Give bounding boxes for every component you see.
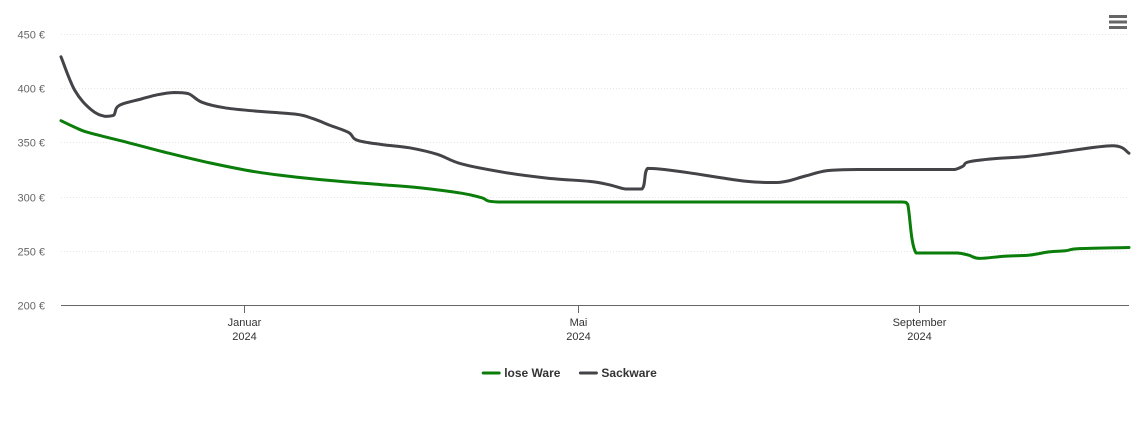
legend-item-0[interactable]: lose Ware: [481, 366, 561, 380]
y-tick-label: 300 €: [17, 193, 45, 205]
x-tick-month-label: September: [893, 317, 947, 329]
series-line-1[interactable]: [59, 55, 1131, 191]
x-tick-year-label: 2024: [232, 331, 256, 343]
series-line-0[interactable]: [59, 119, 1131, 260]
y-tick-label: 250 €: [17, 247, 45, 259]
legend-label: Sackware: [601, 366, 657, 380]
x-tick-month-label: Januar: [228, 317, 262, 329]
y-tick-label: 200 €: [17, 301, 45, 313]
grid-lines: [61, 34, 1129, 252]
y-axis: 450 € 400 € 350 € 300 € 250 € 200 €: [17, 30, 45, 313]
y-tick-label: 400 €: [17, 84, 45, 96]
x-tick-month-label: Mai: [570, 317, 588, 329]
legend: lose Ware Sackware: [481, 366, 657, 380]
legend-label: lose Ware: [504, 366, 561, 380]
legend-item-1[interactable]: Sackware: [578, 366, 657, 380]
series-lines: [59, 55, 1131, 260]
chart-menu-button[interactable]: [1106, 12, 1130, 32]
x-axis: Januar 2024 Mai 2024 September 2024: [61, 305, 1129, 343]
y-tick-label: 350 €: [17, 138, 45, 150]
hamburger-menu-icon: [1109, 15, 1127, 29]
x-tick-year-label: 2024: [566, 331, 590, 343]
y-tick-label: 450 €: [17, 30, 45, 42]
x-tick-year-label: 2024: [907, 331, 931, 343]
